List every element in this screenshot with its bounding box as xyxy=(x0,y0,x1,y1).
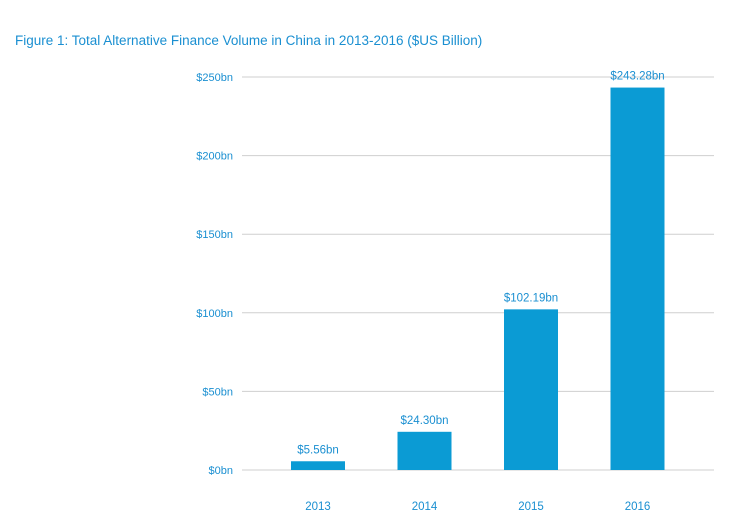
bar-2016 xyxy=(610,87,665,470)
x-axis-category-labels: 2013 2014 2015 2016 xyxy=(305,501,650,513)
y-tick-label: $200bn xyxy=(196,151,233,163)
bar-2013 xyxy=(291,461,345,470)
x-tick-label: 2013 xyxy=(305,501,331,513)
y-tick-label: $50bn xyxy=(202,386,233,398)
y-tick-label: $0bn xyxy=(209,465,233,477)
bar-2014 xyxy=(397,431,452,470)
y-tick-label: $100bn xyxy=(196,308,233,320)
chart-title: Figure 1: Total Alternative Finance Volu… xyxy=(15,33,483,48)
bars xyxy=(291,87,665,470)
y-axis-tick-labels: $0bn $50bn $100bn $150bn $200bn $250bn xyxy=(196,72,233,477)
x-tick-label: 2016 xyxy=(625,501,651,513)
data-label: $24.30bn xyxy=(401,415,449,427)
y-tick-label: $250bn xyxy=(196,72,233,84)
data-label: $5.56bn xyxy=(297,444,339,456)
data-labels: $5.56bn $24.30bn $102.19bn $243.28bn xyxy=(297,71,664,457)
x-tick-label: 2014 xyxy=(412,501,438,513)
x-tick-label: 2015 xyxy=(518,501,544,513)
data-label: $243.28bn xyxy=(610,71,664,83)
data-label: $102.19bn xyxy=(504,292,558,304)
bar-2015 xyxy=(504,309,558,470)
y-tick-label: $150bn xyxy=(196,229,233,241)
